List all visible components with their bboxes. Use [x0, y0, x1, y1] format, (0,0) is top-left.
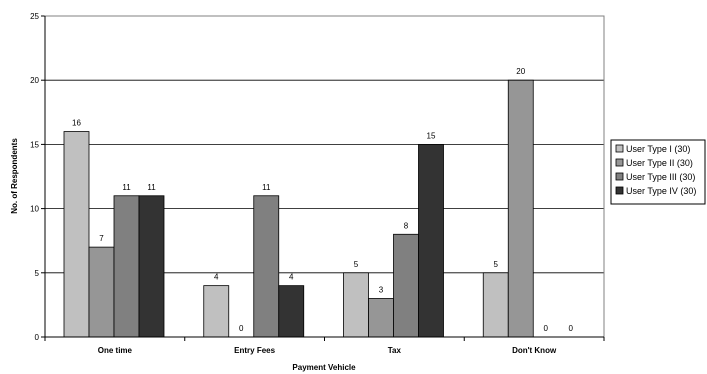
bar-1-2 — [203, 285, 230, 338]
bar-4-2 — [278, 285, 305, 338]
category-label: Entry Fees — [234, 346, 275, 355]
data-label: 20 — [516, 67, 525, 76]
legend-swatch-1 — [615, 144, 624, 153]
data-label: 5 — [354, 260, 359, 269]
legend-label: User Type II (30) — [626, 158, 693, 168]
y-tick-label: 0 — [35, 333, 40, 342]
y-axis-title: No. of Respondents — [10, 138, 19, 214]
legend-label: User Type IV (30) — [626, 186, 696, 196]
y-tick-label: 25 — [30, 12, 39, 21]
data-label: 3 — [379, 285, 384, 294]
legend-swatch-3 — [615, 172, 624, 181]
bar-2-4 — [507, 79, 534, 338]
data-label: 8 — [404, 221, 409, 230]
bar-1-3 — [343, 272, 369, 338]
data-label: 15 — [427, 131, 436, 140]
data-label: 4 — [289, 273, 294, 282]
bar-1-4 — [482, 272, 509, 338]
y-tick-label: 20 — [30, 76, 39, 85]
y-tick-label: 15 — [30, 140, 39, 149]
legend-label: User Type I (30) — [626, 144, 690, 154]
data-label: 16 — [72, 119, 81, 128]
data-label: 0 — [569, 324, 574, 333]
category-label: Don't Know — [512, 346, 557, 355]
category-label: One time — [98, 346, 133, 355]
data-label: 5 — [494, 260, 499, 269]
legend-label: User Type III (30) — [626, 172, 695, 182]
bars — [63, 79, 534, 338]
legend-swatch-2 — [615, 158, 624, 167]
bar-3-3 — [393, 233, 419, 338]
x-axis-title: Payment Vehicle — [292, 363, 356, 372]
bar-1-1 — [63, 131, 90, 338]
legend-box — [610, 139, 706, 205]
data-label: 11 — [147, 183, 156, 192]
bar-4-3 — [418, 143, 444, 338]
category-label: Tax — [388, 346, 402, 355]
data-label: 4 — [214, 273, 219, 282]
data-label: 11 — [122, 183, 131, 192]
axes: 0 5 10 15 20 25 One time Entry Fees Tax Don't Kno… — [30, 12, 605, 355]
data-labels: 16 7 11 11 4 0 11 4 5 3 8 15 5 20 0 0 — [72, 67, 573, 333]
bar-2-3 — [368, 298, 394, 338]
bar-3-1 — [113, 195, 140, 338]
data-label: 0 — [239, 324, 244, 333]
bar-4-1 — [138, 195, 165, 338]
data-label: 0 — [544, 324, 549, 333]
y-tick-label: 10 — [30, 205, 39, 214]
data-label: 11 — [262, 183, 271, 192]
bar-2-1 — [88, 246, 115, 338]
legend: User Type I (30) User Type II (30) User Ty… — [610, 139, 706, 205]
y-tick-label: 5 — [35, 269, 40, 278]
bar-3-2 — [253, 195, 280, 338]
legend-swatch-4 — [615, 186, 624, 195]
data-label: 7 — [99, 234, 104, 243]
